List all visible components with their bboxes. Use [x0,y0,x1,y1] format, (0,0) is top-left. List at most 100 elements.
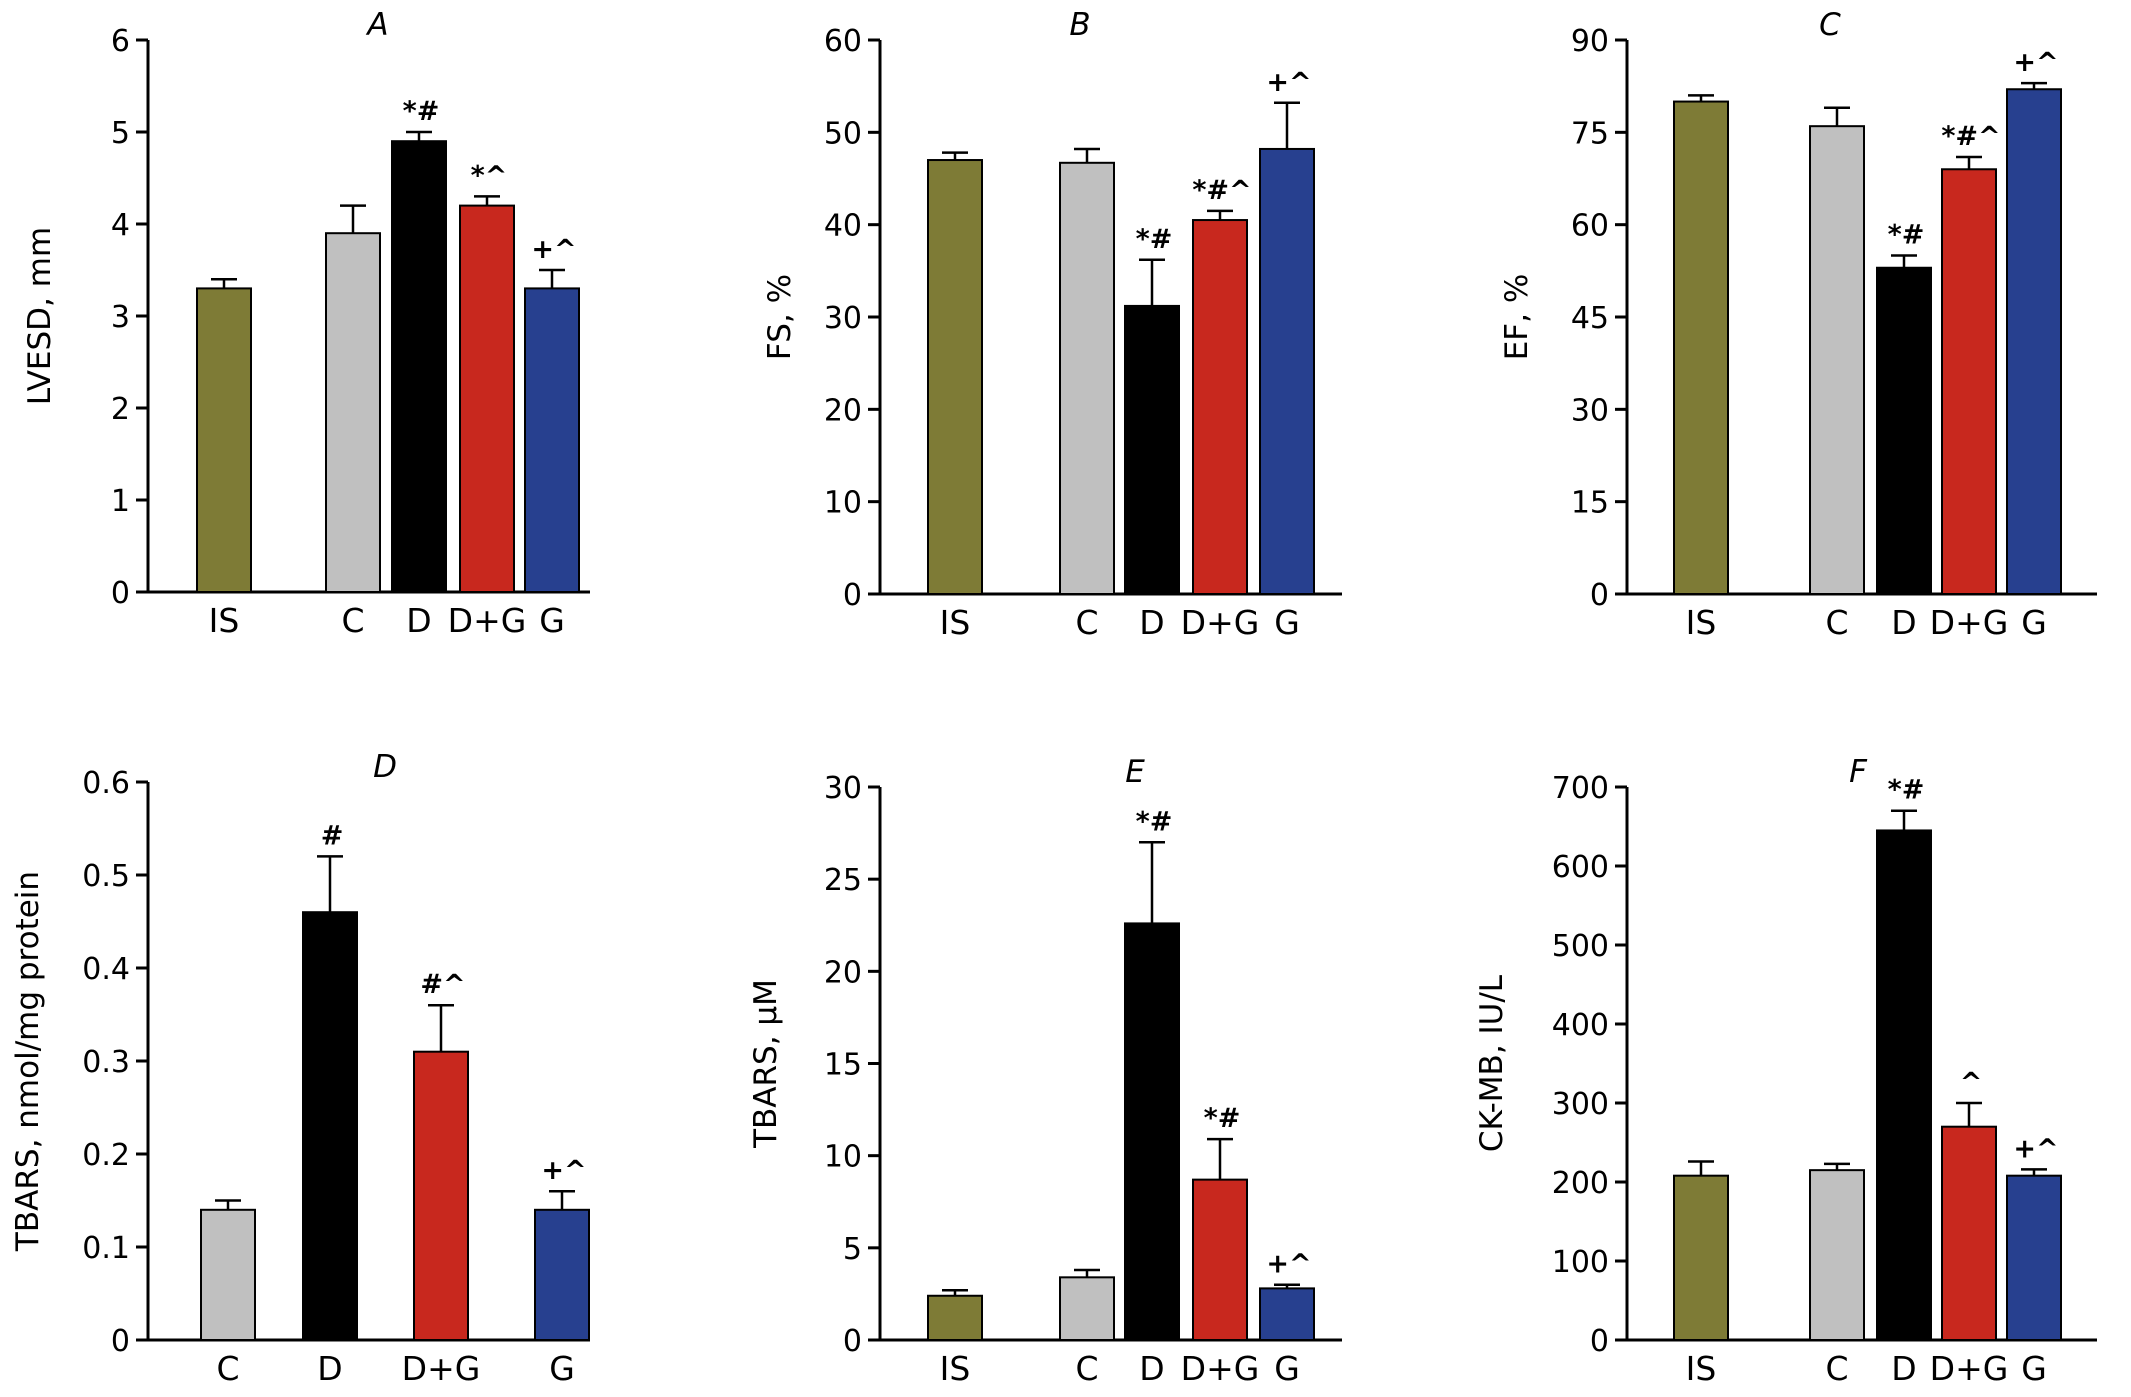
x-tick-label: D [317,1349,342,1388]
y-tick-label: 45 [1571,301,1609,336]
y-tick-label: 5 [111,116,130,151]
significance-mark: +^ [541,1155,586,1186]
y-tick-label: 60 [824,24,862,59]
x-tick-label: C [1825,603,1848,642]
x-tick-label: D [1891,1349,1916,1388]
significance-mark: *# [403,96,440,127]
bar-c [200,1208,256,1342]
x-tick-label: D [1139,1349,1164,1388]
panel-title: B [1069,7,1090,43]
panel-title: A [365,7,388,43]
y-tick-label: 300 [1552,1087,1609,1122]
y-axis-label: TBARS, μM [748,979,784,1149]
y-tick-label: 2 [111,392,130,427]
x-tick-label: D [1891,603,1916,642]
bar-d [1876,266,1932,595]
y-tick-label: 90 [1571,24,1609,59]
bar-c [1809,125,1865,596]
significance-mark: +^ [2013,47,2058,78]
y-tick-label: 3 [111,300,130,335]
x-tick-label: D+G [1930,603,2009,642]
y-tick-label: 0 [1590,1324,1609,1359]
x-tick-label: D+G [1181,1349,1260,1388]
y-tick-label: 700 [1552,771,1609,806]
significance-mark: *# [1888,775,1925,806]
bar-d-plus-g [413,1050,469,1341]
y-tick-label: 1 [111,484,130,519]
x-tick-label: D+G [448,601,527,640]
bar-g [524,287,580,593]
y-tick-label: 5 [843,1232,862,1267]
y-tick-label: 0.3 [82,1045,130,1080]
panel-title: D [373,749,397,785]
bar-c [325,232,381,593]
x-tick-label: C [341,601,364,640]
bar-g [2006,1174,2062,1342]
x-tick-label: G [2021,1349,2047,1388]
chart-panel-c: C 0 15 30 45 60 75 90 EF, % IS C D *# D+G *#^ G +^ [1499,7,2097,642]
y-tick-label: 0.5 [82,859,130,894]
y-tick-label: 10 [824,486,862,521]
bar-g [1259,147,1315,595]
significance-mark: +^ [531,234,576,265]
panel-title: F [1849,754,1868,790]
y-tick-label: 30 [824,771,862,806]
bar-d-plus-g [1941,168,1997,595]
chart-panel-f: F 0 100 200 300 400 500 600 700 CK-MB, IU/L IS C D *#… [1474,754,2097,1388]
significance-mark: *# [1204,1103,1241,1134]
bar-d-plus-g [1941,1125,1997,1341]
y-axis-label: FS, % [762,274,798,360]
significance-mark: *# [1136,224,1173,255]
significance-mark: *#^ [1192,175,1251,206]
significance-mark: *#^ [1941,121,2000,152]
x-tick-label: IS [940,603,971,642]
x-tick-label: IS [1686,603,1717,642]
significance-mark: +^ [1266,67,1311,98]
bar-d [1876,829,1932,1341]
bar-is [927,159,983,596]
significance-mark: +^ [1266,1249,1311,1280]
y-tick-label: 0 [843,1324,862,1359]
bar-d-plus-g [459,204,515,593]
bar-g [534,1208,590,1342]
bar-d-plus-g [1192,219,1248,596]
y-tick-label: 10 [824,1140,862,1175]
y-tick-label: 40 [824,209,862,244]
y-tick-label: 20 [824,393,862,428]
y-axis-label: CK-MB, IU/L [1474,974,1510,1152]
y-axis-label: TBARS, nmol/mg protein [10,871,46,1252]
y-axis-label: EF, % [1499,274,1535,361]
y-tick-label: 20 [824,955,862,990]
y-tick-label: 100 [1552,1245,1609,1280]
bar-is [927,1294,983,1342]
y-tick-label: 4 [111,208,130,243]
panel-title: C [1819,7,1841,43]
y-tick-label: 0.4 [82,952,130,987]
bar-g [1259,1287,1315,1342]
y-tick-label: 0 [111,576,130,611]
y-tick-label: 25 [824,863,862,898]
chart-panel-d: D 0 0.1 0.2 0.3 0.4 0.5 0.6 TBARS, nmol/mg prote… [10,749,590,1388]
significance-mark: *^ [471,160,508,191]
x-tick-label: D [406,601,431,640]
bar-is [196,287,252,593]
y-tick-label: 50 [824,116,862,151]
significance-mark: # [321,820,344,851]
y-tick-label: 0 [1590,578,1609,613]
y-tick-label: 200 [1552,1166,1609,1201]
bar-g [2006,88,2062,595]
x-tick-label: G [539,601,565,640]
x-tick-label: C [216,1349,239,1388]
y-tick-label: 0.2 [82,1138,130,1173]
y-tick-label: 400 [1552,1008,1609,1043]
x-tick-label: D+G [1181,603,1260,642]
bar-d [1124,922,1180,1341]
y-tick-label: 30 [1571,393,1609,428]
y-tick-label: 15 [824,1048,862,1083]
x-tick-label: IS [209,601,240,640]
x-tick-label: C [1825,1349,1848,1388]
y-tick-label: 75 [1571,116,1609,151]
significance-mark: +^ [2013,1133,2058,1164]
chart-panel-a: A 0 1 2 3 4 5 6 LVESD, mm IS C D *# D+G *^ G +^ [22,7,590,640]
